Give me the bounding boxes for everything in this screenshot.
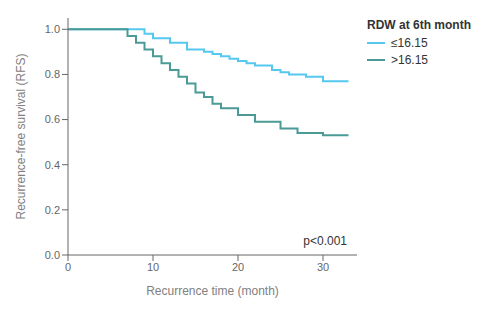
svg-text:10: 10 [147,261,159,273]
svg-text:Recurrence-free survival (RFS): Recurrence-free survival (RFS) [14,53,28,219]
svg-text:0.8: 0.8 [45,68,60,80]
svg-text:p<0.001: p<0.001 [303,234,347,248]
svg-text:0: 0 [65,261,71,273]
svg-text:20: 20 [232,261,244,273]
html-text:≤16.15: ≤16.15 [391,36,428,50]
html-text:RDW at 6th month: RDW at 6th month [367,18,471,32]
svg-text:0.6: 0.6 [45,113,60,125]
svg-text:1.0: 1.0 [45,23,60,35]
svg-text:Recurrence time (month): Recurrence time (month) [146,284,279,298]
svg-text:0.0: 0.0 [45,249,60,261]
svg-text:0.2: 0.2 [45,204,60,216]
html-text:>16.15: >16.15 [391,53,428,67]
svg-text:0.4: 0.4 [45,159,60,171]
svg-text:30: 30 [317,261,329,273]
